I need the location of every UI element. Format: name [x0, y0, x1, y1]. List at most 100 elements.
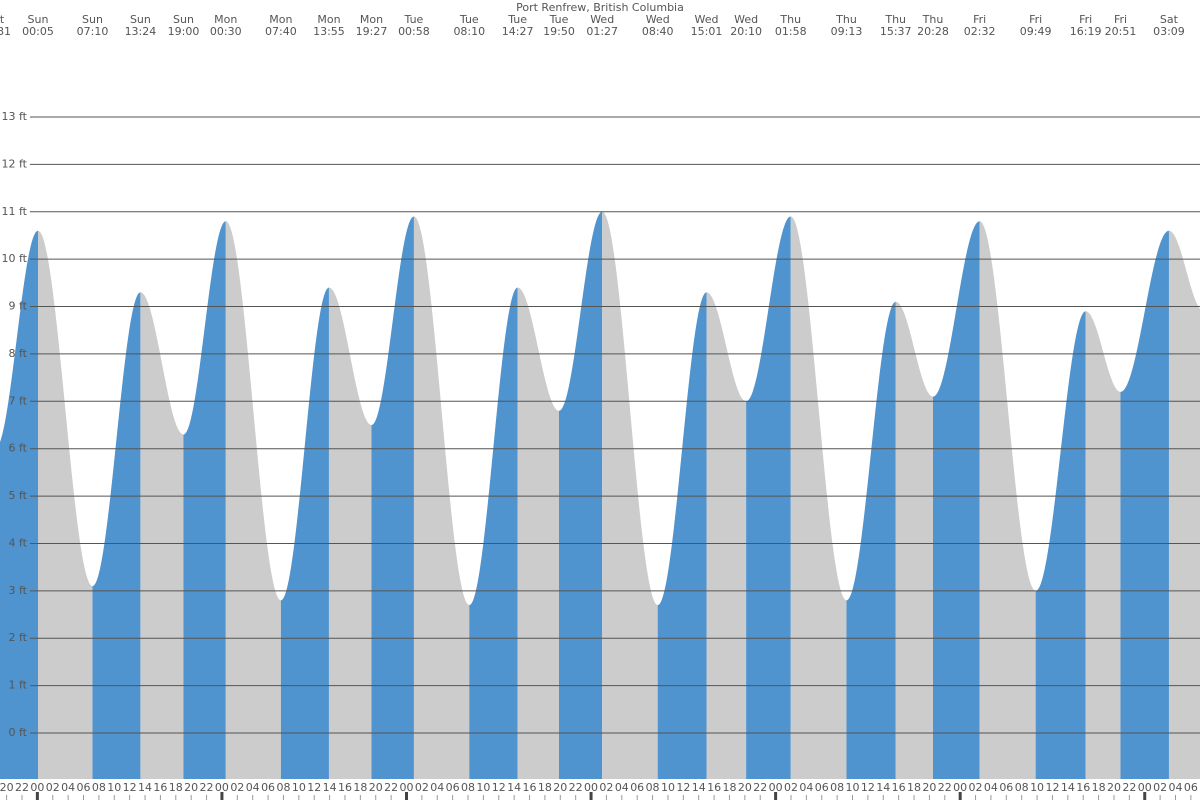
x-tick-label: 18: [1092, 781, 1106, 794]
x-tick-label: 14: [323, 781, 337, 794]
x-tick-label: 06: [261, 781, 275, 794]
x-tick-label: 06: [77, 781, 91, 794]
x-tick-label: 18: [538, 781, 552, 794]
x-tick-label: 14: [876, 781, 890, 794]
event-time: 15:37: [880, 25, 912, 38]
x-tick-label: 16: [892, 781, 906, 794]
event-day: Mon: [269, 13, 292, 26]
rising-area: [746, 216, 791, 779]
y-tick-label: 12 ft: [2, 157, 28, 170]
x-tick-label: 12: [1045, 781, 1059, 794]
event-day: Fri: [973, 13, 986, 26]
y-tick-label: 4 ft: [9, 536, 28, 549]
x-tick-label: 06: [1184, 781, 1198, 794]
x-tick-label: 00: [769, 781, 783, 794]
event-time: 19:27: [356, 25, 388, 38]
x-tick-label: 14: [692, 781, 706, 794]
event-time: 02:32: [964, 25, 996, 38]
x-tick-label: 20: [1107, 781, 1121, 794]
event-day: Wed: [590, 13, 614, 26]
x-tick-label: 22: [753, 781, 767, 794]
x-tick-label: 08: [92, 781, 106, 794]
x-tick-label: 02: [230, 781, 244, 794]
event-time: 20:10: [730, 25, 762, 38]
y-tick-label: 5 ft: [9, 489, 28, 502]
event-day: Sat: [0, 13, 5, 26]
event-day: Tue: [404, 13, 424, 26]
event-day: Sat: [1160, 13, 1179, 26]
falling-area: [979, 221, 1036, 779]
event-day: Sun: [82, 13, 103, 26]
falling-area: [38, 230, 93, 780]
falling-area: [602, 211, 658, 779]
x-tick-label: 20: [0, 781, 14, 794]
x-tick-label: 06: [446, 781, 460, 794]
x-tick-label: 16: [1076, 781, 1090, 794]
x-tick-label: 16: [707, 781, 721, 794]
x-tick-label: 04: [61, 781, 75, 794]
rising-area: [371, 216, 414, 779]
x-tick-label: 10: [846, 781, 860, 794]
event-time: 18:31: [0, 25, 11, 38]
x-tick-label: 04: [1168, 781, 1182, 794]
x-tick-label: 00: [30, 781, 44, 794]
x-tick-label: 00: [953, 781, 967, 794]
rising-area: [0, 230, 39, 779]
x-tick-label: 02: [415, 781, 429, 794]
rising-area: [92, 292, 141, 779]
x-tick-label: 06: [999, 781, 1013, 794]
event-time: 13:24: [125, 25, 157, 38]
x-tick-label: 20: [738, 781, 752, 794]
event-day: Fri: [1029, 13, 1042, 26]
event-time: 00:05: [22, 25, 54, 38]
event-time: 09:13: [831, 25, 863, 38]
y-tick-label: 8 ft: [9, 347, 28, 360]
event-day: Sun: [173, 13, 194, 26]
falling-area: [328, 287, 372, 779]
x-tick-label: 22: [569, 781, 583, 794]
x-tick-label: 16: [523, 781, 537, 794]
x-tick-label: 22: [384, 781, 398, 794]
rising-area: [559, 211, 603, 779]
event-day: Sun: [28, 13, 49, 26]
x-tick-label: 20: [553, 781, 567, 794]
event-time: 00:58: [398, 25, 430, 38]
falling-area: [517, 287, 560, 779]
event-time: 07:40: [265, 25, 297, 38]
rising-area: [183, 221, 226, 779]
event-day: Tue: [507, 13, 527, 26]
y-tick-label: 13 ft: [2, 110, 28, 123]
event-time: 08:40: [642, 25, 674, 38]
x-tick-label: 08: [646, 781, 660, 794]
event-day: Fri: [1079, 13, 1092, 26]
event-time: 20:28: [917, 25, 949, 38]
x-tick-label: 02: [969, 781, 983, 794]
event-day: Mon: [317, 13, 340, 26]
x-tick-label: 00: [1138, 781, 1152, 794]
falling-area: [790, 216, 847, 779]
x-tick-label: 02: [784, 781, 798, 794]
x-tick-label: 04: [984, 781, 998, 794]
y-tick-label: 1 ft: [9, 679, 28, 692]
x-tick-label: 04: [615, 781, 629, 794]
event-day: Sun: [130, 13, 151, 26]
rising-area: [469, 287, 518, 779]
rising-area: [933, 221, 980, 779]
rising-area: [1120, 230, 1169, 780]
falling-area: [1168, 230, 1200, 780]
event-day: Tue: [549, 13, 569, 26]
x-tick-label: 10: [107, 781, 121, 794]
event-day: Fri: [1114, 13, 1127, 26]
x-tick-label: 10: [661, 781, 675, 794]
event-day: Thu: [835, 13, 857, 26]
x-tick-label: 00: [215, 781, 229, 794]
event-day: Tue: [459, 13, 479, 26]
x-tick-label: 10: [292, 781, 306, 794]
y-tick-label: 11 ft: [2, 205, 28, 218]
falling-area: [1085, 311, 1121, 779]
event-time: 01:27: [586, 25, 618, 38]
x-tick-label: 02: [46, 781, 60, 794]
falling-area: [225, 221, 281, 779]
falling-area: [413, 216, 470, 779]
event-time: 16:19: [1070, 25, 1102, 38]
